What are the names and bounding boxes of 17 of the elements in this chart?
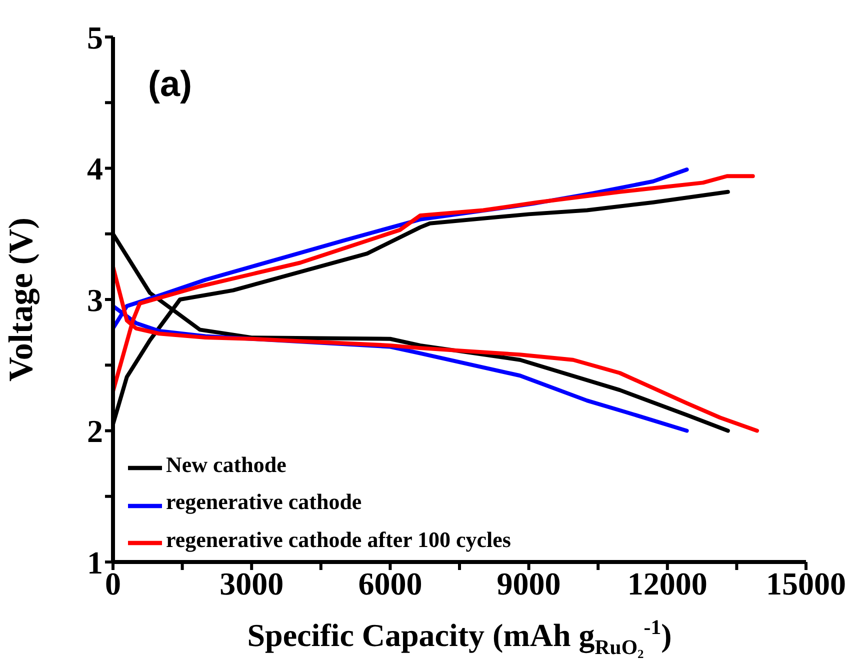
x-tick-label: 12000 <box>627 566 708 602</box>
x-axis-title: Specific Capacity (mAh g$_{RuO₂}$$^{-1}$) <box>247 616 672 659</box>
x-tick-label: 9000 <box>496 566 561 602</box>
y-tick-label: 4 <box>87 150 103 187</box>
y-tick-label: 2 <box>87 413 103 450</box>
y-tick-label: 3 <box>87 282 103 318</box>
y-axis-title: Voltage (V) <box>3 218 40 382</box>
x-tick-label: 0 <box>105 566 121 602</box>
y-tick-label: 5 <box>87 19 103 56</box>
legend-label: regenerative cathode after 100 cycles <box>166 526 511 552</box>
x-tick-label: 6000 <box>358 566 422 602</box>
legend-label: regenerative cathode <box>166 489 362 514</box>
annotation: (a) <box>148 63 192 105</box>
x-tick-label: 15000 <box>766 566 846 602</box>
y-tick-label: 1 <box>87 544 103 580</box>
legend-label: New cathode <box>166 452 286 477</box>
x-tick-label: 3000 <box>220 566 284 602</box>
